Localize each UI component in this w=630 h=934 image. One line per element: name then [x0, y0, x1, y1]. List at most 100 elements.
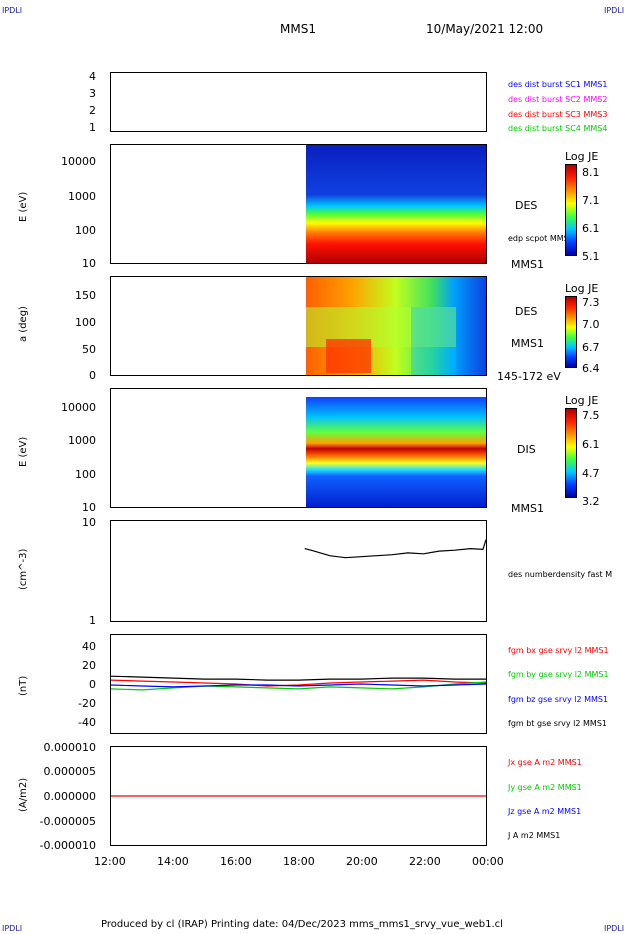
x-tick-label: 12:00: [94, 855, 126, 868]
bfield-ytick: 0: [89, 678, 96, 691]
des-energy-cbar-tick: 7.1: [582, 194, 600, 207]
current-legend-j: J A m2 MMS1: [508, 831, 561, 840]
x-tick-label: 14:00: [157, 855, 189, 868]
bfield-legend-by: fgm by gse srvy l2 MMS1: [508, 670, 609, 679]
burst-ytick: 2: [89, 104, 96, 117]
des-energy-scpot-label: edp scpot MMS1: [508, 234, 574, 243]
current-ytick: -0.000005: [39, 815, 96, 828]
date-time-title: 10/May/2021 12:00: [426, 22, 544, 36]
burst-ytick: 1: [89, 121, 96, 134]
current-ytick: 0.000005: [43, 765, 97, 778]
des-energy-spectrogram: [306, 145, 486, 263]
bfield-legend-bx: fgm bx gse srvy l2 MMS1: [508, 646, 609, 655]
x-tick-label: 18:00: [283, 855, 315, 868]
corner-mark-top-left: IPDLI: [2, 6, 23, 15]
current-legend-jy: Jy gse A m2 MMS1: [508, 783, 582, 792]
des-pitch-ylabel: a (deg): [18, 306, 29, 342]
des-energy-colorbar: [565, 164, 577, 256]
des-pitch-colorbar: [565, 296, 577, 368]
bfield-series-line: [111, 675, 486, 681]
density-ytick: 1: [89, 614, 96, 627]
des-energy-panel: [110, 144, 487, 264]
dis-energy-cbar-tick: 6.1: [582, 438, 600, 451]
des-pitch-ytick: 100: [75, 316, 96, 329]
dis-energy-cbar-tick: 4.7: [582, 467, 600, 480]
dis-energy-colorbar: [565, 408, 577, 498]
des-energy-ytick: 100: [75, 224, 96, 237]
des-energy-sc-label: MMS1: [511, 258, 544, 271]
x-tick-label: 22:00: [409, 855, 441, 868]
des-pitch-sc-label: MMS1: [511, 337, 544, 350]
bfield-legend-bz: fgm bz gse srvy l2 MMS1: [508, 695, 609, 704]
current-ylabel: (A/m2): [18, 777, 29, 812]
burst-ytick: 4: [89, 70, 96, 83]
des-pitch-ytick: 0: [89, 369, 96, 382]
current-ytick: 0.000000: [43, 790, 97, 803]
des-pitch-cbar-tick: 6.4: [582, 362, 600, 375]
burst-legend-mms1: des dist burst SC1 MMS1: [508, 80, 608, 89]
des-energy-ylabel: E (eV): [18, 191, 29, 222]
dis-energy-ylabel: E (eV): [18, 436, 29, 467]
density-plot: [304, 539, 486, 559]
bfield-ylabel: (nT): [18, 675, 29, 696]
dis-energy-ytick: 10000: [61, 401, 96, 414]
des-energy-cbar-title: Log JE: [565, 150, 599, 163]
dis-energy-cbar-title: Log JE: [565, 394, 599, 407]
bfield-series-line: [111, 681, 486, 691]
des-energy-cbar-tick: 5.1: [582, 250, 600, 263]
current-plot: [111, 795, 486, 797]
dis-energy-ytick: 100: [75, 468, 96, 481]
des-pitch-ytick: 150: [75, 289, 96, 302]
des-energy-cbar-tick: 6.1: [582, 222, 600, 235]
dis-energy-ytick: 1000: [68, 434, 96, 447]
x-tick-label: 00:00: [472, 855, 504, 868]
des-pitch-energy-range: 145-172 eV: [497, 370, 561, 383]
current-ytick: -0.000010: [39, 839, 96, 852]
burst-legend-mms2: des dist burst SC2 MMS2: [508, 95, 608, 104]
density-panel: [110, 520, 487, 622]
density-legend: des numberdensity fast M: [508, 570, 613, 579]
dis-energy-cbar-tick: 7.5: [582, 409, 600, 422]
burst-legend-mms3: des dist burst SC3 MMS3: [508, 110, 608, 119]
spacecraft-title: MMS1: [280, 22, 316, 36]
burst-panel: [110, 72, 487, 132]
bfield-ytick: 20: [82, 659, 96, 672]
des-pitch-cbar-tick: 7.3: [582, 296, 600, 309]
corner-mark-top-right: IPDLI: [604, 6, 625, 15]
current-legend-jx: Jx gse A m2 MMS1: [508, 758, 582, 767]
des-pitch-cbar-tick: 6.7: [582, 341, 600, 354]
des-energy-ytick: 10000: [61, 155, 96, 168]
bfield-series-line: [111, 679, 486, 687]
burst-legend-mms4: des dist burst SC4 MMS4: [508, 124, 608, 133]
des-pitch-instrument-label: DES: [515, 305, 538, 318]
footer-credit: Produced by cl (IRAP) Printing date: 04/…: [101, 919, 503, 930]
current-legend-jz: Jz gse A m2 MMS1: [508, 807, 582, 816]
bfield-ytick: -20: [78, 697, 96, 710]
des-pitch-cbar-tick: 7.0: [582, 318, 600, 331]
bfield-panel: [110, 634, 487, 734]
des-energy-ytick: 1000: [68, 190, 96, 203]
current-panel: [110, 746, 487, 846]
des-pitch-spectrogram: [306, 277, 486, 375]
corner-mark-bottom-right: IPDLI: [604, 924, 625, 933]
x-tick-label: 16:00: [220, 855, 252, 868]
des-energy-cbar-tick: 8.1: [582, 166, 600, 179]
dis-energy-spectrogram: [306, 397, 486, 507]
density-ytick: 10: [82, 516, 96, 529]
bfield-legend-bt: fgm bt gse srvy l2 MMS1: [508, 719, 607, 728]
bfield-series-line: [111, 683, 486, 688]
density-series-line: [304, 539, 486, 559]
dis-energy-panel: [110, 388, 487, 508]
corner-mark-bottom-left: IPDLI: [2, 924, 23, 933]
des-energy-ytick: 10: [82, 257, 96, 270]
current-ytick: 0.000010: [43, 741, 97, 754]
bfield-ytick: 40: [82, 640, 96, 653]
burst-ytick: 3: [89, 87, 96, 100]
dis-energy-sc-label: MMS1: [511, 502, 544, 515]
x-tick-label: 20:00: [346, 855, 378, 868]
bfield-ytick: -40: [78, 716, 96, 729]
des-pitch-ytick: 50: [82, 343, 96, 356]
dis-energy-cbar-tick: 3.2: [582, 495, 600, 508]
des-pitch-panel: [110, 276, 487, 376]
density-ylabel: (cm^-3): [18, 548, 29, 590]
